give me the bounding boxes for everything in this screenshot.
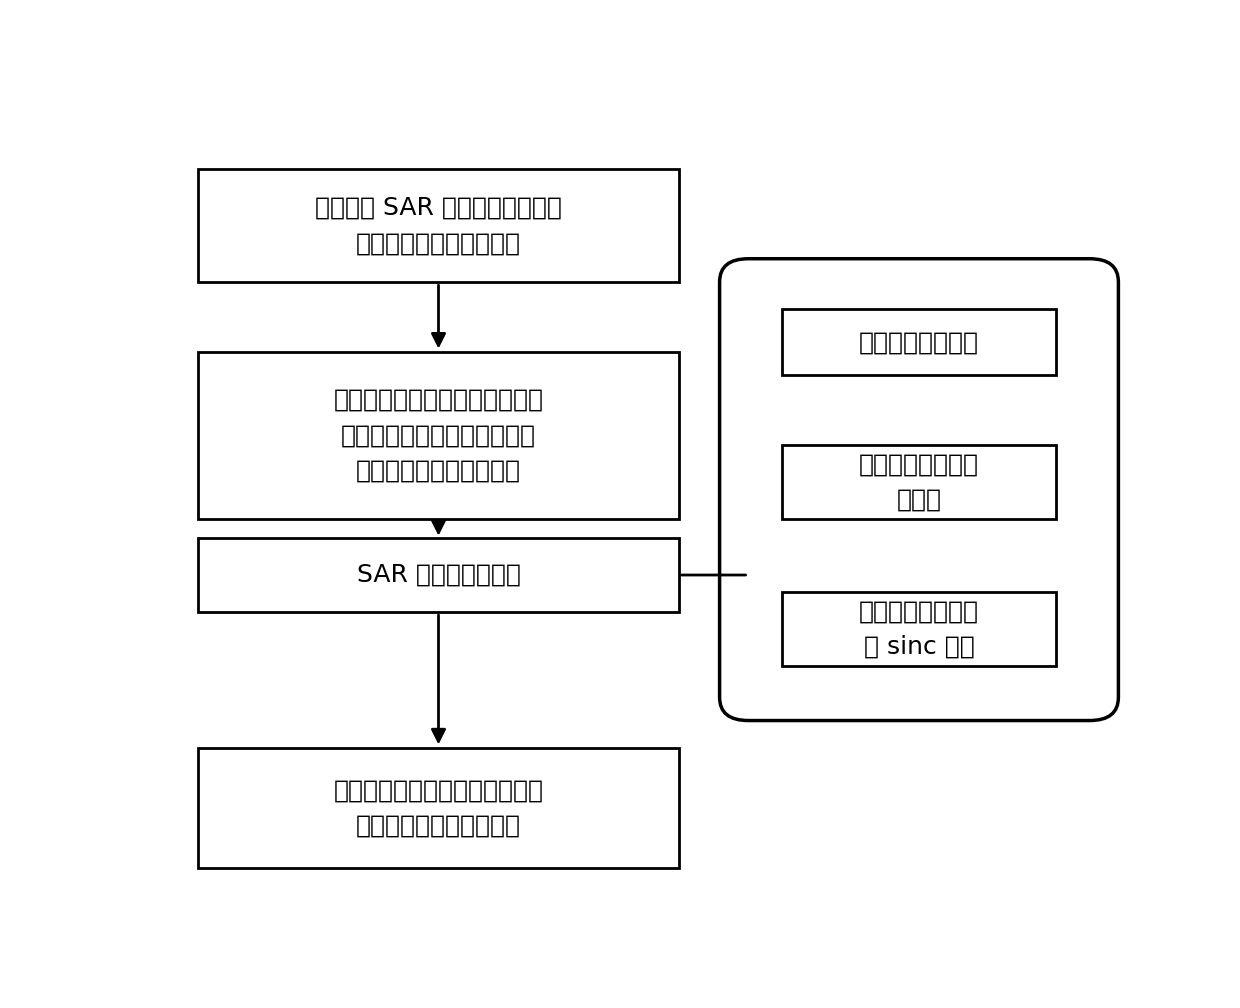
Text: SAR 图像复数据仿真: SAR 图像复数据仿真 (357, 563, 521, 587)
Text: 建立星载 SAR 卫星轨道模型，确
定仿真地面场景中心位置: 建立星载 SAR 卫星轨道模型，确 定仿真地面场景中心位置 (315, 196, 562, 255)
Text: 计算后向散射系数: 计算后向散射系数 (859, 331, 980, 354)
Text: 卷积距离向和方位
向 sinc 函数: 卷积距离向和方位 向 sinc 函数 (859, 600, 980, 659)
FancyBboxPatch shape (782, 593, 1056, 666)
FancyBboxPatch shape (719, 259, 1118, 721)
FancyBboxPatch shape (198, 352, 678, 519)
FancyBboxPatch shape (198, 169, 678, 282)
Text: 布设地面场景点，确定每个场景
点对应的零多普勒成像位置位
置，相对速度，斜距矢量: 布设地面场景点，确定每个场景 点对应的零多普勒成像位置位 置，相对速度，斜距矢量 (334, 388, 543, 483)
Text: 偏移轨道，产生基线长度可控的
重复轨道仿真图像复数据: 偏移轨道，产生基线长度可控的 重复轨道仿真图像复数据 (334, 778, 543, 838)
Text: 叠加随机相位和距
离相位: 叠加随机相位和距 离相位 (859, 453, 980, 512)
FancyBboxPatch shape (198, 538, 678, 612)
FancyBboxPatch shape (782, 309, 1056, 375)
FancyBboxPatch shape (198, 748, 678, 868)
FancyBboxPatch shape (782, 445, 1056, 519)
